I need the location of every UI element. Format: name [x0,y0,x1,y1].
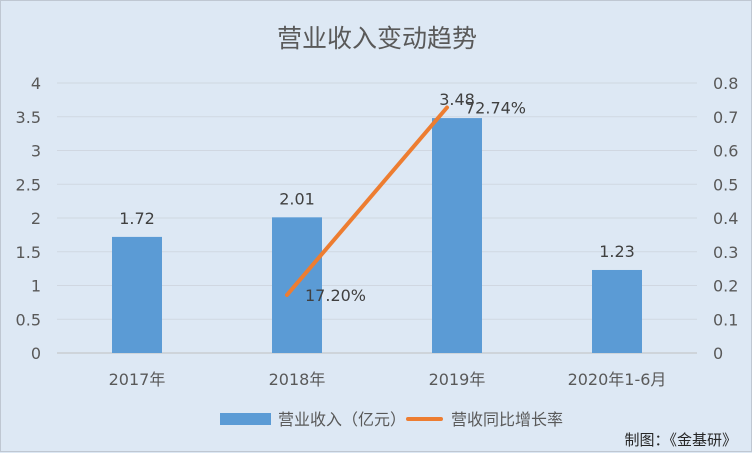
growth-line [285,105,449,297]
source-note: 制图：《金基研》 [624,431,737,449]
right-tick-label: 0.8 [713,74,738,93]
right-tick-label: 0.5 [713,175,738,194]
revenue-bar-label: 1.72 [119,209,155,228]
bar-data-labels: 1.72 2.01 3.48 1.23 [119,90,635,261]
revenue-bar [592,269,642,353]
right-tick-label: 0.2 [713,277,738,296]
left-tick-label: 4 [31,74,41,93]
bar-series [112,118,642,353]
left-tick-label: 3 [31,142,41,161]
revenue-bar-label: 1.23 [599,242,635,261]
growth-line-label: 72.74% [465,99,526,118]
left-tick-label: 3.5 [16,108,41,127]
left-tick-label: 0.5 [16,310,41,329]
left-tick-label: 2 [31,209,41,228]
x-tick-label: 2017年 [109,370,166,389]
right-tick-label: 0 [713,344,723,363]
left-axis-ticks: 0 0.5 1 1.5 2 2.5 3 3.5 4 [16,74,41,363]
left-tick-label: 0 [31,344,41,363]
legend: 营业收入（亿元） 营收同比增长率 [220,410,563,429]
legend-label-growth: 营收同比增长率 [451,410,563,429]
x-axis-ticks: 2017年 2018年 2019年 2020年1-6月 [109,370,667,389]
right-tick-label: 0.1 [713,310,738,329]
right-axis-ticks: 0 0.1 0.2 0.3 0.4 0.5 0.6 0.7 0.8 [713,74,738,363]
x-tick-label: 2020年1-6月 [568,370,667,389]
revenue-bar [112,236,162,353]
left-tick-label: 1.5 [16,243,41,262]
right-tick-label: 0.7 [713,108,738,127]
gridlines [57,82,697,354]
revenue-bar-label: 2.01 [279,189,315,208]
right-tick-label: 0.6 [713,142,738,161]
x-tick-label: 2018年 [269,370,326,389]
legend-swatch-revenue [220,413,271,425]
right-tick-label: 0.4 [713,209,738,228]
legend-label-revenue: 营业收入（亿元） [278,410,406,429]
line-data-labels: 17.20% 72.74% [305,99,526,305]
x-tick-label: 2019年 [429,370,486,389]
chart-title: 营业收入变动趋势 [277,24,477,53]
right-tick-label: 0.3 [713,243,738,262]
revenue-bar [432,118,482,353]
revenue-bar-label: 3.48 [439,90,475,109]
growth-line-series [285,105,449,297]
growth-line-label: 17.20% [305,286,366,305]
left-tick-label: 1 [31,277,41,296]
left-tick-label: 2.5 [16,175,41,194]
